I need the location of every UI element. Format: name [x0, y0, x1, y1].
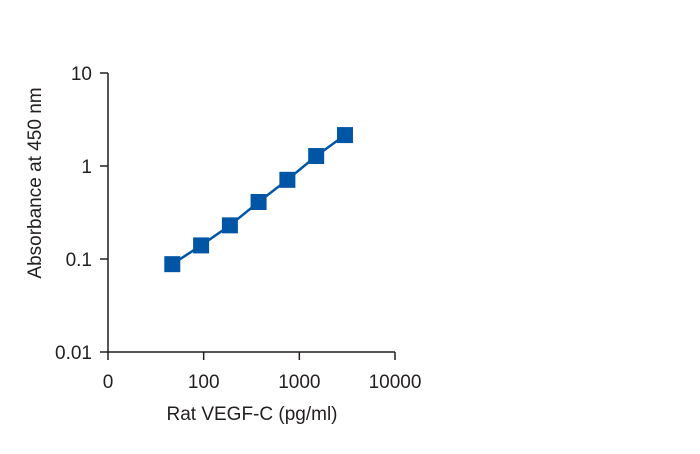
- data-point-marker: [308, 148, 325, 165]
- y-tick-label: 1: [81, 157, 92, 178]
- x-tick-label: 100: [188, 372, 220, 393]
- y-axis-label: Absorbance at 450 nm: [25, 87, 46, 278]
- data-point-marker: [279, 171, 296, 188]
- x-tick-label: 10000: [369, 372, 422, 393]
- data-point-marker: [193, 237, 210, 254]
- y-tick-label: 10: [71, 64, 92, 85]
- x-axis-label: Rat VEGF-C (pg/ml): [166, 404, 337, 425]
- data-point-marker: [250, 194, 267, 211]
- y-tick-label: 0.1: [66, 250, 92, 271]
- x-tick-label: 1000: [278, 372, 320, 393]
- data-point-marker: [164, 256, 181, 273]
- y-tick-label: 0.01: [55, 343, 92, 364]
- data-point-marker: [221, 217, 238, 234]
- x-tick-label: 0: [103, 372, 114, 393]
- data-point-marker: [336, 127, 353, 144]
